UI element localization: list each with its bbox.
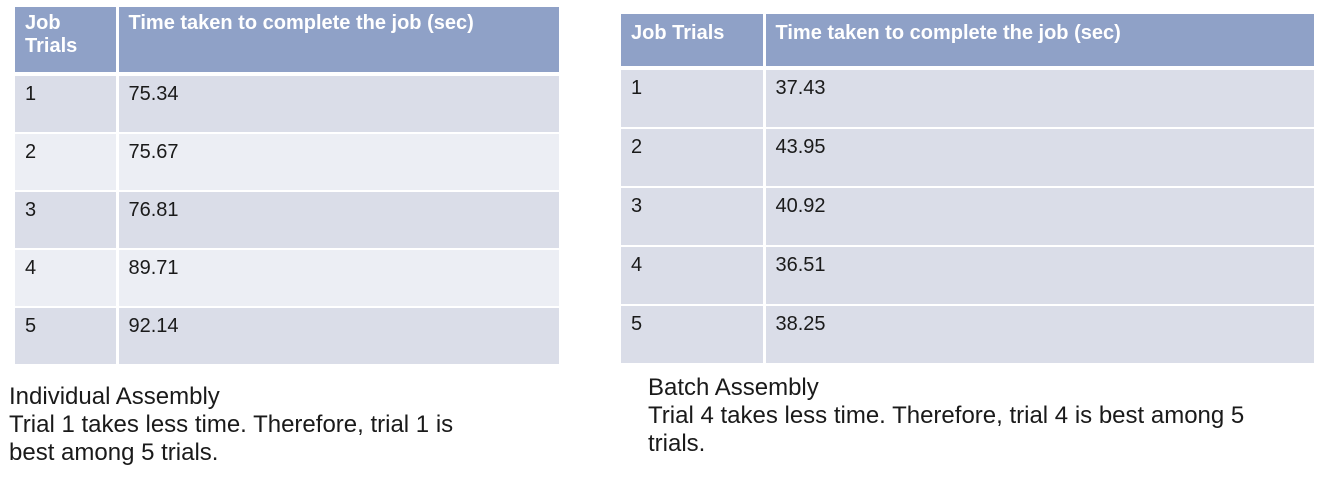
time-cell: 89.71 (117, 249, 559, 308)
table-row: 2 75.67 (15, 133, 559, 192)
individual-assembly-caption: Individual Assembly Trial 1 takes less t… (9, 383, 453, 467)
trial-number-cell: 4 (621, 246, 766, 306)
column-header-job-trials: Job Trials (621, 14, 766, 70)
time-cell: 37.43 (764, 68, 1314, 129)
trial-number-cell: 5 (621, 305, 766, 365)
trial-number-cell: 5 (15, 307, 119, 366)
column-header-time: Time taken to complete the job (sec) (764, 14, 1314, 70)
table-header-row: Job Trials Time taken to complete the jo… (15, 7, 559, 76)
trial-number-cell: 4 (15, 249, 119, 308)
caption-note-line: best among 5 trials. (9, 439, 219, 466)
trial-number-cell: 2 (15, 133, 119, 192)
caption-title: Batch Assembly (648, 374, 819, 401)
time-cell: 43.95 (764, 128, 1314, 188)
caption-title: Individual Assembly (9, 383, 220, 410)
table-row: 1 75.34 (15, 74, 559, 134)
time-cell: 92.14 (117, 307, 559, 366)
time-cell: 75.67 (117, 133, 559, 192)
caption-note-line: Trial 4 takes less time. Therefore, tria… (648, 402, 1245, 429)
column-header-job-trials: Job Trials (15, 7, 119, 76)
caption-note-line: Trial 1 takes less time. Therefore, tria… (9, 411, 454, 438)
trial-number-cell: 1 (15, 74, 119, 134)
trial-number-cell: 3 (621, 187, 766, 247)
batch-assembly-caption: Batch Assembly Trial 4 takes less time. … (648, 374, 1244, 458)
table-row: 5 92.14 (15, 307, 559, 366)
time-cell: 75.34 (117, 74, 559, 134)
table-row: 4 36.51 (621, 246, 1314, 306)
trial-number-cell: 1 (621, 68, 766, 129)
time-cell: 38.25 (764, 305, 1314, 365)
batch-assembly-table: Job Trials Time taken to complete the jo… (621, 14, 1314, 365)
table-row: 5 38.25 (621, 305, 1314, 365)
individual-assembly-table: Job Trials Time taken to complete the jo… (15, 7, 559, 366)
table-row: 3 40.92 (621, 187, 1314, 247)
time-cell: 36.51 (764, 246, 1314, 306)
trial-number-cell: 3 (15, 191, 119, 250)
table-row: 4 89.71 (15, 249, 559, 308)
time-cell: 76.81 (117, 191, 559, 250)
table-row: 2 43.95 (621, 128, 1314, 188)
table-row: 1 37.43 (621, 68, 1314, 129)
time-cell: 40.92 (764, 187, 1314, 247)
caption-note-line: trials. (648, 430, 706, 457)
table-header-row: Job Trials Time taken to complete the jo… (621, 14, 1314, 70)
table-row: 3 76.81 (15, 191, 559, 250)
column-header-time: Time taken to complete the job (sec) (117, 7, 559, 76)
trial-number-cell: 2 (621, 128, 766, 188)
